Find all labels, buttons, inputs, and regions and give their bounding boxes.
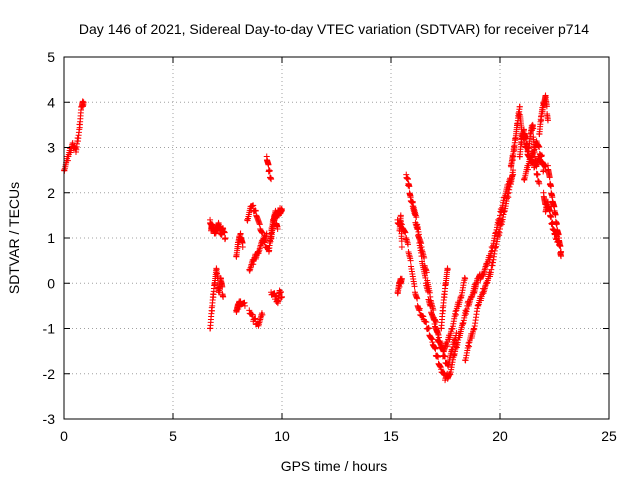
data-point — [418, 253, 425, 260]
data-point — [432, 345, 439, 352]
data-point — [442, 353, 449, 360]
data-point — [533, 163, 540, 170]
data-point — [265, 161, 272, 168]
data-point — [411, 283, 418, 290]
data-point — [415, 231, 422, 238]
data-point — [398, 275, 405, 282]
grid-lines — [64, 57, 609, 419]
data-points — [61, 92, 565, 384]
y-tick-label: -2 — [43, 366, 56, 382]
data-point — [413, 214, 420, 221]
data-point — [250, 202, 257, 209]
data-point — [252, 315, 259, 322]
x-tick-label: 25 — [601, 428, 617, 444]
data-point — [436, 338, 443, 345]
y-tick-label: 2 — [47, 185, 55, 201]
data-point — [241, 302, 248, 309]
x-tick-label: 10 — [274, 428, 290, 444]
y-tick-label: 3 — [47, 140, 55, 156]
data-point — [414, 295, 421, 302]
data-point — [219, 283, 226, 290]
x-tick-label: 20 — [492, 428, 508, 444]
y-tick-label: -1 — [43, 321, 56, 337]
data-point — [462, 275, 469, 282]
data-point — [416, 305, 423, 312]
data-point — [516, 103, 523, 110]
y-tick-label: 0 — [47, 275, 55, 291]
data-point — [263, 230, 270, 237]
data-point — [397, 212, 404, 219]
data-point — [553, 220, 560, 227]
data-point — [80, 99, 87, 106]
data-point — [422, 274, 429, 281]
chart-title: Day 146 of 2021, Sidereal Day-to-day VTE… — [79, 21, 589, 37]
y-axis-ticks: -3 -2 -1 0 1 2 3 4 5 — [43, 49, 609, 427]
y-tick-label: 4 — [47, 94, 55, 110]
data-point — [279, 293, 285, 300]
data-point — [444, 266, 451, 273]
data-point — [544, 117, 551, 124]
data-point — [279, 207, 285, 214]
y-axis-label: SDTVAR / TECUs — [6, 182, 22, 294]
data-point — [220, 293, 227, 300]
x-axis-ticks: 0 5 10 15 20 25 — [60, 57, 617, 444]
y-tick-label: 1 — [47, 230, 55, 246]
y-tick-label: 5 — [47, 49, 55, 65]
data-point — [407, 257, 414, 264]
data-point — [427, 301, 434, 308]
data-point — [425, 325, 432, 332]
data-point — [558, 253, 565, 260]
data-point — [221, 229, 228, 236]
data-point — [259, 311, 266, 318]
data-point — [534, 171, 541, 178]
data-point — [548, 214, 555, 221]
data-point — [266, 168, 273, 175]
data-point — [398, 244, 405, 251]
data-point — [546, 174, 553, 181]
data-point — [277, 288, 284, 295]
data-point — [552, 211, 559, 218]
data-point — [548, 183, 555, 190]
data-point — [423, 319, 430, 326]
data-point — [557, 243, 564, 250]
x-axis-label: GPS time / hours — [281, 458, 388, 474]
data-point — [425, 288, 432, 295]
data-point — [398, 238, 405, 245]
data-point — [239, 244, 246, 251]
data-point — [530, 125, 537, 132]
data-point — [402, 229, 409, 236]
data-point — [249, 311, 256, 318]
data-point — [543, 103, 550, 110]
data-point — [510, 171, 517, 178]
data-point — [434, 329, 441, 336]
data-point — [538, 152, 545, 159]
data-point — [405, 241, 412, 248]
x-tick-label: 0 — [60, 428, 68, 444]
data-point — [536, 144, 543, 151]
data-point — [453, 330, 460, 337]
x-tick-label: 5 — [169, 428, 177, 444]
data-point — [536, 180, 543, 187]
data-point — [406, 183, 413, 190]
data-point — [222, 235, 229, 241]
data-point — [268, 176, 275, 183]
x-tick-label: 15 — [383, 428, 399, 444]
y-tick-label: -3 — [43, 411, 56, 427]
